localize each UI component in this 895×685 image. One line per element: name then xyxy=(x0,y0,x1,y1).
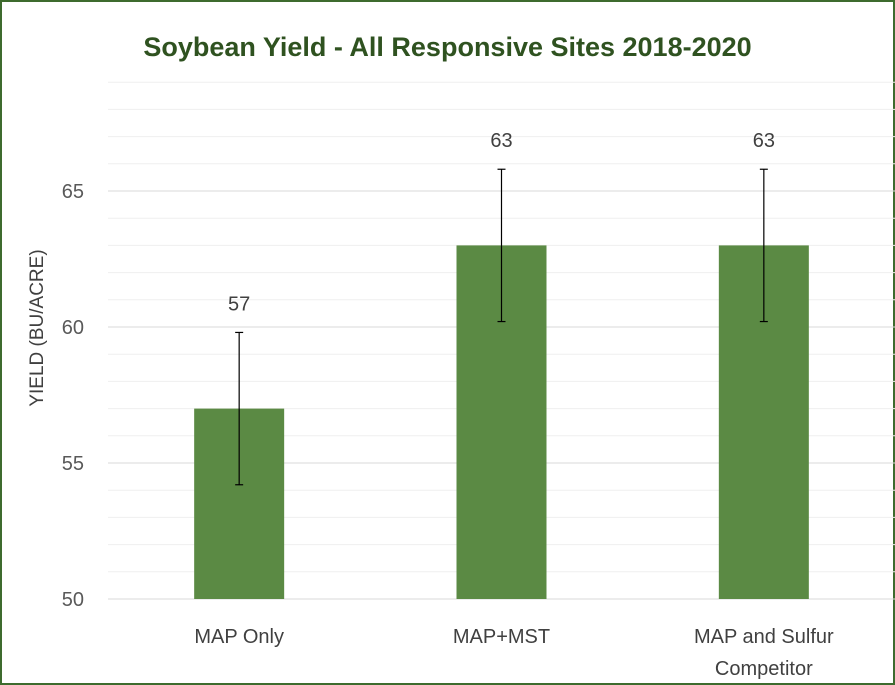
y-tick-label: 65 xyxy=(62,181,84,203)
y-tick-label: 60 xyxy=(62,317,84,339)
y-tick-label: 50 xyxy=(62,589,84,611)
x-category-label: Competitor xyxy=(715,658,813,680)
data-label: 63 xyxy=(490,130,512,152)
x-category-label: MAP and Sulfur xyxy=(694,626,834,648)
data-label: 63 xyxy=(753,130,775,152)
labels: 50 55 60 65 57 MAP Only 63 MAP+MST 63 MAP and Sul… xyxy=(62,130,834,680)
error-bars xyxy=(235,168,768,486)
data-label: 57 xyxy=(228,293,250,315)
y-axis-title: YIELD (BU/ACRE) xyxy=(27,249,48,406)
bars xyxy=(194,245,809,599)
x-category-label: MAP+MST xyxy=(453,626,550,648)
x-category-label: MAP Only xyxy=(194,626,284,648)
chart-title: Soybean Yield - All Responsive Sites 201… xyxy=(143,32,752,62)
y-tick-label: 55 xyxy=(62,453,84,475)
